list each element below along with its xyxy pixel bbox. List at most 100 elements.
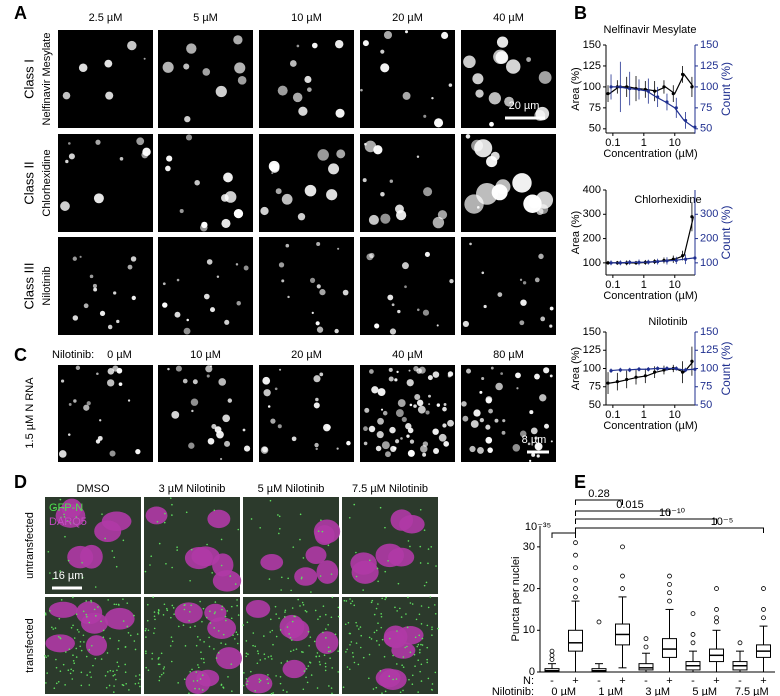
puncta xyxy=(242,684,245,687)
droplet xyxy=(549,306,554,311)
puncta xyxy=(380,626,383,629)
puncta xyxy=(280,662,283,664)
point xyxy=(609,369,613,373)
point xyxy=(606,261,610,265)
puncta xyxy=(124,663,126,666)
puncta xyxy=(128,689,130,691)
y2-tick-label: 150 xyxy=(700,39,718,51)
x-tick-label: 10 xyxy=(669,137,681,149)
y-axis-label: Puncta per nuclei xyxy=(510,557,522,642)
droplet xyxy=(364,142,367,146)
micrograph xyxy=(259,365,354,462)
droplet xyxy=(529,410,534,415)
puncta xyxy=(384,690,387,693)
droplet xyxy=(260,206,269,216)
puncta xyxy=(392,678,394,681)
column-header: 80 µM xyxy=(493,349,524,361)
puncta xyxy=(350,602,352,605)
puncta xyxy=(274,605,277,608)
row-drug-label: Chlorhexidine xyxy=(41,149,53,216)
droplet xyxy=(488,408,493,414)
scale-bar-label: 20 µm xyxy=(509,100,540,112)
droplet xyxy=(523,194,542,213)
puncta xyxy=(345,651,347,653)
puncta xyxy=(163,603,166,606)
puncta xyxy=(113,603,116,606)
row-label: untransfected xyxy=(24,512,36,579)
puncta xyxy=(279,675,282,678)
puncta xyxy=(330,687,333,689)
puncta xyxy=(235,631,238,634)
droplet xyxy=(191,409,194,413)
puncta xyxy=(54,627,57,629)
droplet xyxy=(72,315,79,321)
point xyxy=(656,366,660,371)
y2-tick-label: 50 xyxy=(700,399,712,411)
puncta xyxy=(80,684,83,687)
puncta xyxy=(72,670,75,672)
column-header: 5 µM xyxy=(193,12,218,24)
droplet xyxy=(437,210,448,220)
puncta xyxy=(278,617,280,620)
puncta xyxy=(170,636,173,638)
droplet xyxy=(529,459,532,462)
droplet xyxy=(60,379,65,383)
droplet xyxy=(291,436,297,442)
droplet xyxy=(279,368,282,371)
puncta xyxy=(272,692,274,694)
puncta xyxy=(320,519,322,521)
box xyxy=(662,638,677,658)
x-tick-label: + xyxy=(713,675,719,687)
droplet xyxy=(441,31,449,40)
puncta xyxy=(211,572,213,574)
puncta xyxy=(345,600,348,602)
droplet xyxy=(381,441,390,450)
significance-bracket xyxy=(575,499,623,505)
droplet xyxy=(471,139,484,152)
droplet xyxy=(374,323,380,329)
puncta xyxy=(307,630,310,633)
puncta xyxy=(291,639,293,641)
panel-label: A xyxy=(14,3,27,23)
puncta xyxy=(257,652,260,655)
droplet xyxy=(360,88,363,92)
droplet xyxy=(396,210,407,221)
significance-bracket xyxy=(575,527,764,533)
point xyxy=(634,375,638,379)
puncta xyxy=(102,636,105,638)
droplet xyxy=(476,206,480,209)
panel-label: B xyxy=(574,3,587,23)
puncta xyxy=(349,632,352,635)
puncta xyxy=(55,666,58,669)
panel-label: E xyxy=(574,472,586,492)
puncta xyxy=(279,629,282,631)
droplet xyxy=(515,372,521,379)
droplet xyxy=(210,307,216,313)
puncta xyxy=(170,616,172,619)
droplet xyxy=(207,437,215,445)
puncta xyxy=(90,599,92,602)
droplet xyxy=(544,423,550,429)
puncta xyxy=(222,686,224,688)
droplet xyxy=(78,63,88,73)
puncta xyxy=(92,664,94,667)
droplet xyxy=(496,36,509,48)
micrograph xyxy=(243,497,341,594)
droplet xyxy=(442,406,447,412)
puncta xyxy=(224,643,227,646)
puncta xyxy=(404,646,406,649)
puncta xyxy=(195,671,198,673)
flier xyxy=(690,640,696,646)
puncta xyxy=(69,672,72,675)
puncta xyxy=(157,663,160,666)
droplet xyxy=(130,256,137,262)
puncta xyxy=(220,538,223,541)
puncta xyxy=(57,680,60,683)
puncta xyxy=(329,657,331,660)
droplet xyxy=(216,275,220,279)
puncta xyxy=(182,624,185,626)
droplet xyxy=(224,319,230,325)
puncta xyxy=(82,634,85,637)
x-tick-label: + xyxy=(666,675,672,687)
puncta xyxy=(402,656,405,658)
